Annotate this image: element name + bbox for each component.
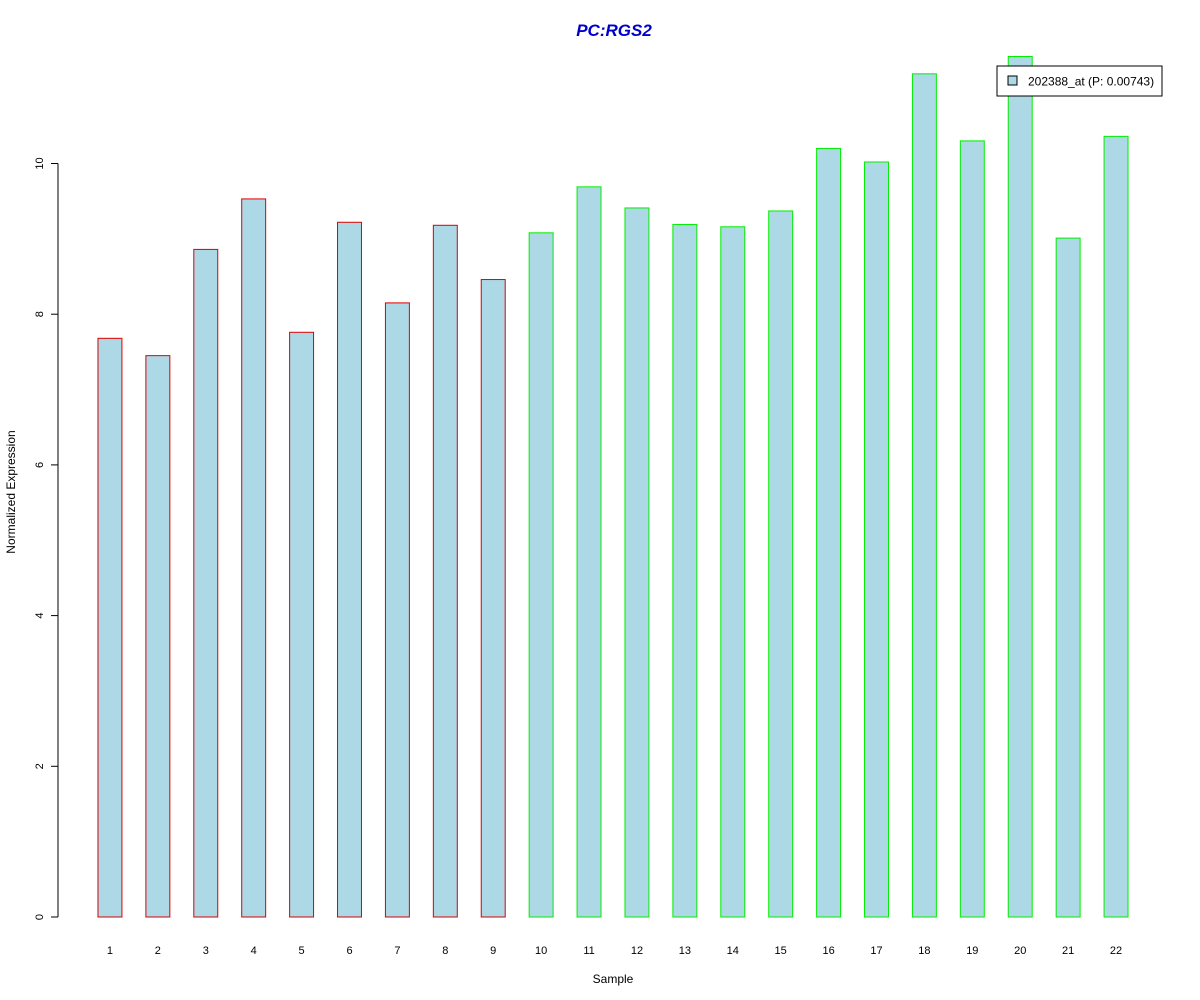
- bar-sample-16: [816, 147, 842, 918]
- x-tick-label: 9: [490, 945, 496, 957]
- y-tick-label: 8: [34, 311, 46, 317]
- x-tick-label: 7: [394, 945, 400, 957]
- x-tick-label: 11: [583, 945, 594, 957]
- bar-sample-11: [576, 186, 602, 918]
- y-tick-label: 10: [34, 157, 46, 169]
- x-tick-label: 6: [346, 945, 352, 957]
- bar-sample-7: [384, 302, 410, 918]
- x-axis-label: Sample: [593, 972, 634, 986]
- bar-sample-6: [337, 221, 362, 918]
- x-tick-label: 10: [535, 945, 547, 957]
- y-tick-label: 4: [34, 613, 46, 619]
- x-tick-label: 18: [918, 945, 930, 957]
- bar-sample-2: [145, 355, 171, 918]
- x-tick-label: 2: [155, 945, 161, 957]
- x-tick-label: 17: [870, 945, 882, 957]
- legend-entry: 202388_at (P: 0.00743): [1028, 75, 1154, 89]
- x-tick-label: 20: [1014, 945, 1026, 957]
- x-tick-label: 8: [442, 945, 448, 957]
- legend-swatch: [1007, 75, 1018, 86]
- x-tick-label: 1: [107, 945, 113, 957]
- bar-sample-21: [1055, 237, 1081, 918]
- bar-sample-20: [1007, 56, 1033, 918]
- bar-sample-12: [624, 207, 650, 918]
- x-tick-label: 15: [775, 945, 787, 957]
- bar-sample-10: [528, 232, 554, 918]
- bar-sample-9: [480, 279, 506, 918]
- x-tick-label: 12: [631, 945, 643, 957]
- x-tick-label: 14: [727, 945, 739, 957]
- bar-sample-14: [720, 226, 746, 918]
- x-tick-label: 16: [822, 945, 834, 957]
- y-axis: 0 2 4 6 8 10: [34, 157, 59, 920]
- y-axis-label: Normalized Expression: [4, 430, 18, 553]
- x-tick-label: 22: [1110, 945, 1122, 957]
- x-tick-label: 13: [679, 945, 691, 957]
- x-tick-labels: 1 2 3 4 5 6 7 8 9 10 11 12 13 14 15 16 17 18 19 20 21 22: [107, 945, 1122, 957]
- x-tick-label: 21: [1062, 945, 1074, 957]
- bar-sample-19: [959, 140, 985, 918]
- bar-sample-22: [1103, 135, 1129, 918]
- x-tick-label: 5: [299, 945, 305, 957]
- y-tick-label: 2: [34, 763, 46, 769]
- bar-sample-13: [672, 224, 698, 918]
- bar-sample-4: [241, 198, 267, 918]
- bars: [97, 56, 1129, 918]
- legend: 202388_at (P: 0.00743): [996, 65, 1163, 97]
- x-tick-label: 19: [966, 945, 978, 957]
- bar-sample-8: [432, 224, 458, 918]
- y-tick-label: 6: [34, 462, 46, 468]
- bar-sample-17: [864, 161, 889, 918]
- bar-sample-15: [768, 210, 794, 918]
- y-tick-label: 0: [34, 914, 46, 920]
- bar-sample-5: [289, 331, 315, 918]
- x-tick-label: 4: [251, 945, 257, 957]
- chart-title: PC:RGS2: [576, 21, 652, 40]
- legend-box: [996, 65, 1163, 97]
- bar-sample-1: [97, 337, 123, 918]
- bar-sample-3: [193, 248, 219, 918]
- bar-sample-18: [911, 73, 937, 918]
- x-tick-label: 3: [203, 945, 209, 957]
